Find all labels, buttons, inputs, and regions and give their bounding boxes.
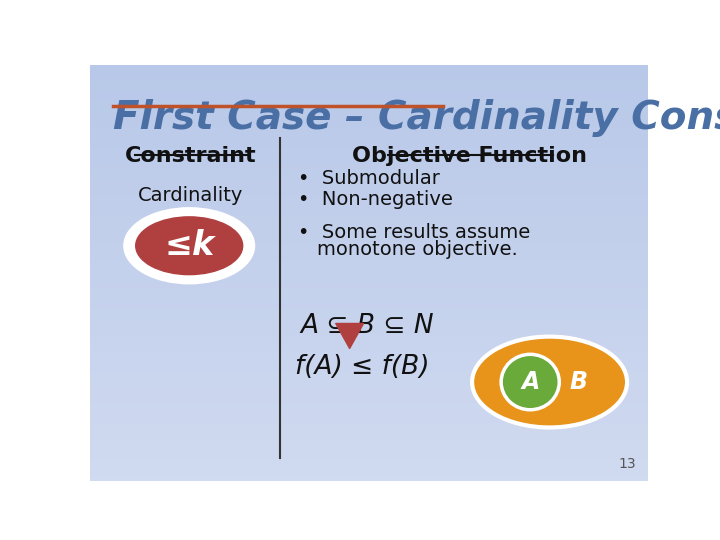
Bar	[90, 470, 648, 475]
Bar	[90, 148, 648, 153]
Text: •  Some results assume: • Some results assume	[297, 222, 530, 242]
Bar	[90, 377, 648, 382]
Bar	[90, 346, 648, 350]
Bar	[90, 314, 648, 320]
Ellipse shape	[472, 336, 627, 428]
Text: A ⊆ B ⊆ N: A ⊆ B ⊆ N	[301, 313, 434, 339]
Text: Cardinality: Cardinality	[138, 186, 243, 205]
Bar	[90, 85, 648, 91]
Bar	[90, 211, 648, 215]
Bar	[90, 267, 648, 273]
Bar	[90, 132, 648, 138]
Bar	[90, 392, 648, 397]
Bar	[90, 241, 648, 247]
Bar	[90, 200, 648, 205]
Bar	[90, 231, 648, 237]
Bar	[90, 174, 648, 179]
Bar	[90, 372, 648, 377]
Bar	[90, 262, 648, 267]
Bar	[90, 158, 648, 164]
Bar	[90, 138, 648, 143]
Ellipse shape	[125, 209, 253, 282]
Bar	[90, 413, 648, 418]
Bar	[90, 283, 648, 288]
Bar	[90, 221, 648, 226]
Bar	[90, 96, 648, 101]
Bar	[90, 434, 648, 439]
Ellipse shape	[136, 217, 243, 275]
Bar	[90, 122, 648, 127]
Bar	[90, 80, 648, 85]
Bar	[90, 91, 648, 96]
Bar	[90, 335, 648, 340]
Text: •  Non-negative: • Non-negative	[297, 190, 453, 208]
Bar	[90, 340, 648, 346]
Bar	[90, 278, 648, 283]
Ellipse shape	[501, 354, 559, 410]
Bar	[90, 382, 648, 387]
Bar	[90, 439, 648, 444]
Bar	[90, 184, 648, 190]
Bar	[90, 475, 648, 481]
Bar	[90, 350, 648, 356]
Bar	[90, 190, 648, 195]
Bar	[90, 226, 648, 231]
Bar	[90, 215, 648, 221]
Bar	[90, 252, 648, 257]
Bar	[90, 320, 648, 325]
Text: Objective Function: Objective Function	[352, 146, 588, 166]
Bar	[90, 455, 648, 460]
Bar	[90, 70, 648, 75]
Bar	[90, 65, 648, 70]
Bar	[90, 101, 648, 106]
FancyArrowPatch shape	[336, 323, 364, 348]
Bar	[90, 429, 648, 434]
Bar	[90, 309, 648, 314]
Bar	[90, 397, 648, 403]
Bar	[90, 195, 648, 200]
Bar	[90, 117, 648, 122]
Bar	[90, 75, 648, 80]
Bar	[90, 460, 648, 465]
Bar	[90, 403, 648, 408]
Bar	[90, 361, 648, 366]
Bar	[90, 449, 648, 455]
Bar	[90, 423, 648, 429]
Text: •  Submodular: • Submodular	[297, 168, 440, 188]
Bar	[90, 237, 648, 241]
Bar	[90, 273, 648, 278]
Bar	[90, 387, 648, 392]
Bar	[90, 179, 648, 184]
Text: monotone objective.: monotone objective.	[317, 240, 518, 259]
Bar	[90, 465, 648, 470]
Bar	[90, 444, 648, 449]
Bar	[90, 143, 648, 148]
Bar	[90, 205, 648, 211]
Bar	[90, 127, 648, 132]
Bar	[90, 247, 648, 252]
Bar	[90, 304, 648, 309]
Bar	[90, 330, 648, 335]
Bar	[90, 299, 648, 304]
Bar	[90, 288, 648, 294]
Bar	[90, 106, 648, 112]
Bar	[90, 356, 648, 361]
Text: 13: 13	[618, 457, 636, 471]
Bar	[90, 153, 648, 158]
Bar	[90, 418, 648, 423]
Bar	[90, 408, 648, 413]
Bar	[90, 294, 648, 299]
Bar	[90, 112, 648, 117]
Bar	[90, 325, 648, 330]
Text: A: A	[521, 370, 539, 394]
Text: Constraint: Constraint	[125, 146, 256, 166]
Text: First Case – Cardinality Constraint: First Case – Cardinality Constraint	[113, 99, 720, 138]
Bar	[90, 257, 648, 262]
Text: B: B	[570, 370, 588, 394]
Text: f(A) ≤ f(B): f(A) ≤ f(B)	[295, 354, 430, 380]
Bar	[90, 366, 648, 372]
Text: ≤k: ≤k	[164, 230, 215, 262]
Bar	[90, 168, 648, 174]
Bar	[90, 164, 648, 168]
